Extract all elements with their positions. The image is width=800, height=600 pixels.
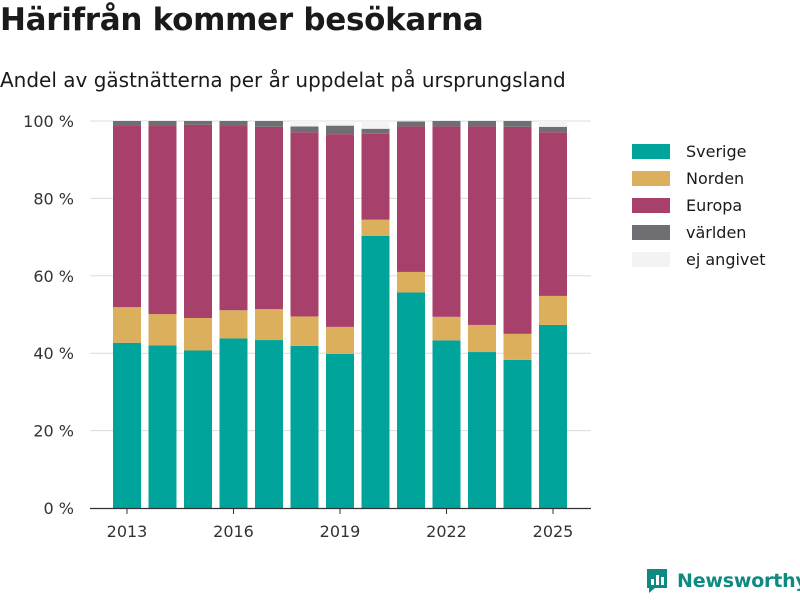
bar-segment [184, 350, 212, 508]
bar-segment [397, 126, 425, 272]
y-tick-label: 40 % [33, 344, 74, 363]
bar-segment [397, 121, 425, 127]
bar-segment [539, 324, 567, 508]
bar-segment [290, 132, 319, 317]
bar-segment [468, 352, 496, 508]
bar-segment [361, 235, 390, 508]
legend-item: världen [632, 219, 766, 246]
bar-segment [503, 359, 532, 508]
bar-segment [468, 126, 496, 325]
x-tick-label: 2016 [213, 522, 254, 541]
bar-segment [148, 126, 177, 315]
legend-label: Sverige [686, 142, 747, 161]
bar-segment [468, 121, 496, 127]
bar-segment [219, 121, 248, 127]
bar-segment [290, 126, 319, 133]
bar-segment [113, 121, 141, 127]
bar-segment [255, 309, 283, 341]
bar-segment [326, 134, 354, 327]
bar-segment [397, 271, 425, 293]
bar-segment [184, 317, 212, 351]
legend-label: Norden [686, 169, 745, 188]
y-tick-label: 80 % [33, 189, 74, 208]
y-tick-label: 20 % [33, 422, 74, 441]
legend-swatch [632, 225, 670, 240]
bar-segment [503, 126, 532, 334]
brand-logo: Newsworthy [645, 568, 800, 594]
legend-label: Europa [686, 196, 743, 215]
bar-segment [290, 345, 319, 508]
bar-segment [361, 128, 390, 134]
bar-segment [326, 326, 354, 354]
bar-segment [432, 126, 461, 317]
bar-segment [539, 121, 567, 127]
legend-item: Sverige [632, 138, 766, 165]
bar-segment [113, 307, 141, 343]
bar-segment [503, 121, 532, 127]
bar-segment [432, 316, 461, 341]
x-tick-label: 2019 [320, 522, 361, 541]
bar-segment [361, 219, 390, 236]
chart-title: Härifrån kommer besökarna [0, 2, 484, 38]
bar-segment [290, 121, 319, 127]
bar-segment [539, 132, 567, 296]
bar-segment [148, 314, 177, 346]
bar-segment [326, 353, 354, 508]
bar-segment [539, 295, 567, 325]
legend: Sverige Norden Europa världen ej angivet [632, 138, 766, 273]
bar-segment [432, 121, 461, 127]
legend-swatch [632, 198, 670, 213]
bar-segment [432, 340, 461, 508]
bar-segment [113, 342, 141, 508]
bar-segment [255, 340, 283, 508]
bar-segment [503, 333, 532, 360]
x-tick-label: 2025 [533, 522, 574, 541]
legend-item: Norden [632, 165, 766, 192]
bar-segment [219, 310, 248, 339]
legend-label: ej angivet [686, 250, 766, 269]
bar-segment [113, 126, 141, 308]
bar-segment [468, 324, 496, 353]
bar-segment [148, 121, 177, 127]
bar-segment [326, 125, 354, 135]
chart-subtitle: Andel av gästnätterna per år uppdelat på… [0, 68, 566, 92]
bar-segment [219, 338, 248, 508]
newsworthy-logo-icon [647, 569, 667, 593]
x-tick-label: 2022 [426, 522, 467, 541]
bar-segment [184, 124, 212, 318]
bar-segment [255, 126, 283, 310]
bar-segment [539, 126, 567, 133]
legend-swatch [632, 252, 670, 267]
legend-swatch [632, 144, 670, 159]
bar-segment [397, 292, 425, 508]
brand-name: Newsworthy [677, 570, 800, 592]
bar-segment [148, 345, 177, 508]
bar-segment [326, 121, 354, 126]
bar-segment [184, 121, 212, 125]
legend-swatch [632, 171, 670, 186]
bar-segment [255, 121, 283, 127]
bar-segment [219, 126, 248, 311]
legend-label: världen [686, 223, 747, 242]
y-tick-label: 0 % [44, 499, 74, 518]
legend-item: Europa [632, 192, 766, 219]
bar-segment [290, 316, 319, 346]
legend-item: ej angivet [632, 246, 766, 273]
x-tick-label: 2013 [107, 522, 148, 541]
bar-segment [361, 121, 390, 129]
bar-segment [361, 133, 390, 220]
y-tick-label: 60 % [33, 267, 74, 286]
y-tick-label: 100 % [23, 112, 74, 131]
